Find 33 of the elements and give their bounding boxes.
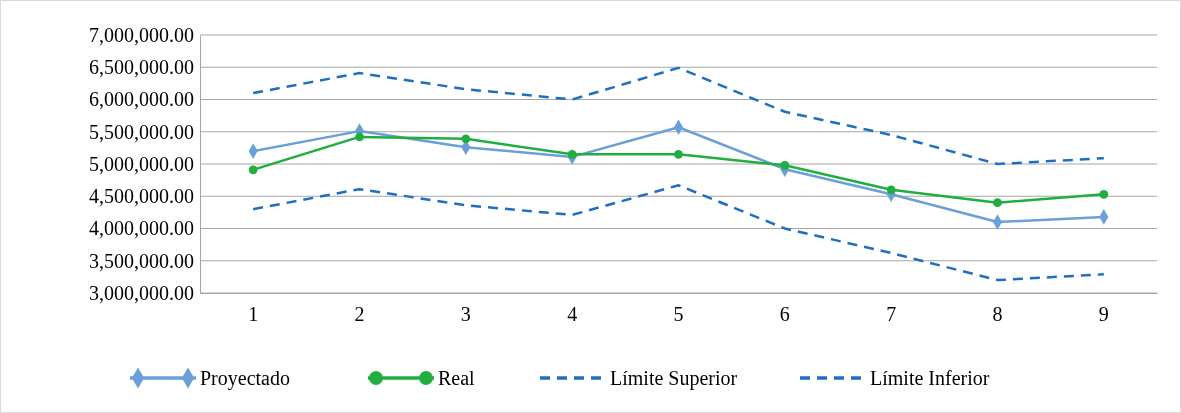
line-series xyxy=(251,66,1106,166)
x-tick-label: 2 xyxy=(354,303,365,326)
point xyxy=(461,134,471,144)
point xyxy=(567,149,577,159)
legend-label: Límite Superior xyxy=(610,367,738,390)
point xyxy=(886,185,896,195)
y-tick-label: 5,000,000.00 xyxy=(89,152,194,175)
x-tick-label: 1 xyxy=(248,303,259,326)
y-tick-label: 7,000,000.00 xyxy=(89,23,194,46)
y-tick-label: 4,000,000.00 xyxy=(89,217,194,240)
point xyxy=(674,149,683,159)
x-tick-label: 5 xyxy=(673,303,684,326)
x-tick-label: 7 xyxy=(886,303,897,326)
point xyxy=(248,165,258,175)
line-series xyxy=(251,184,1106,282)
y-tick-label: 3,000,000.00 xyxy=(89,281,194,304)
y-tick-label: 3,500,000.00 xyxy=(89,249,194,272)
point xyxy=(993,198,1002,208)
y-tick-label: 6,000,000.00 xyxy=(89,88,194,111)
y-tick-label: 4,500,000.00 xyxy=(89,185,194,208)
legend-label: Real xyxy=(438,367,476,389)
x-tick-label: 8 xyxy=(992,303,1003,326)
x-tick-label: 9 xyxy=(1098,303,1109,326)
x-tick-label: 3 xyxy=(460,303,471,326)
x-tick-label: 4 xyxy=(567,303,578,326)
point xyxy=(355,132,364,142)
y-tick-label: 5,500,000.00 xyxy=(89,120,194,143)
legend-label: Límite Inferior xyxy=(870,367,990,389)
legend-label: Proyectado xyxy=(200,367,290,390)
point xyxy=(1099,189,1109,199)
x-tick-label: 6 xyxy=(779,303,790,326)
point xyxy=(780,160,790,170)
y-tick-label: 6,500,000.00 xyxy=(89,56,194,79)
